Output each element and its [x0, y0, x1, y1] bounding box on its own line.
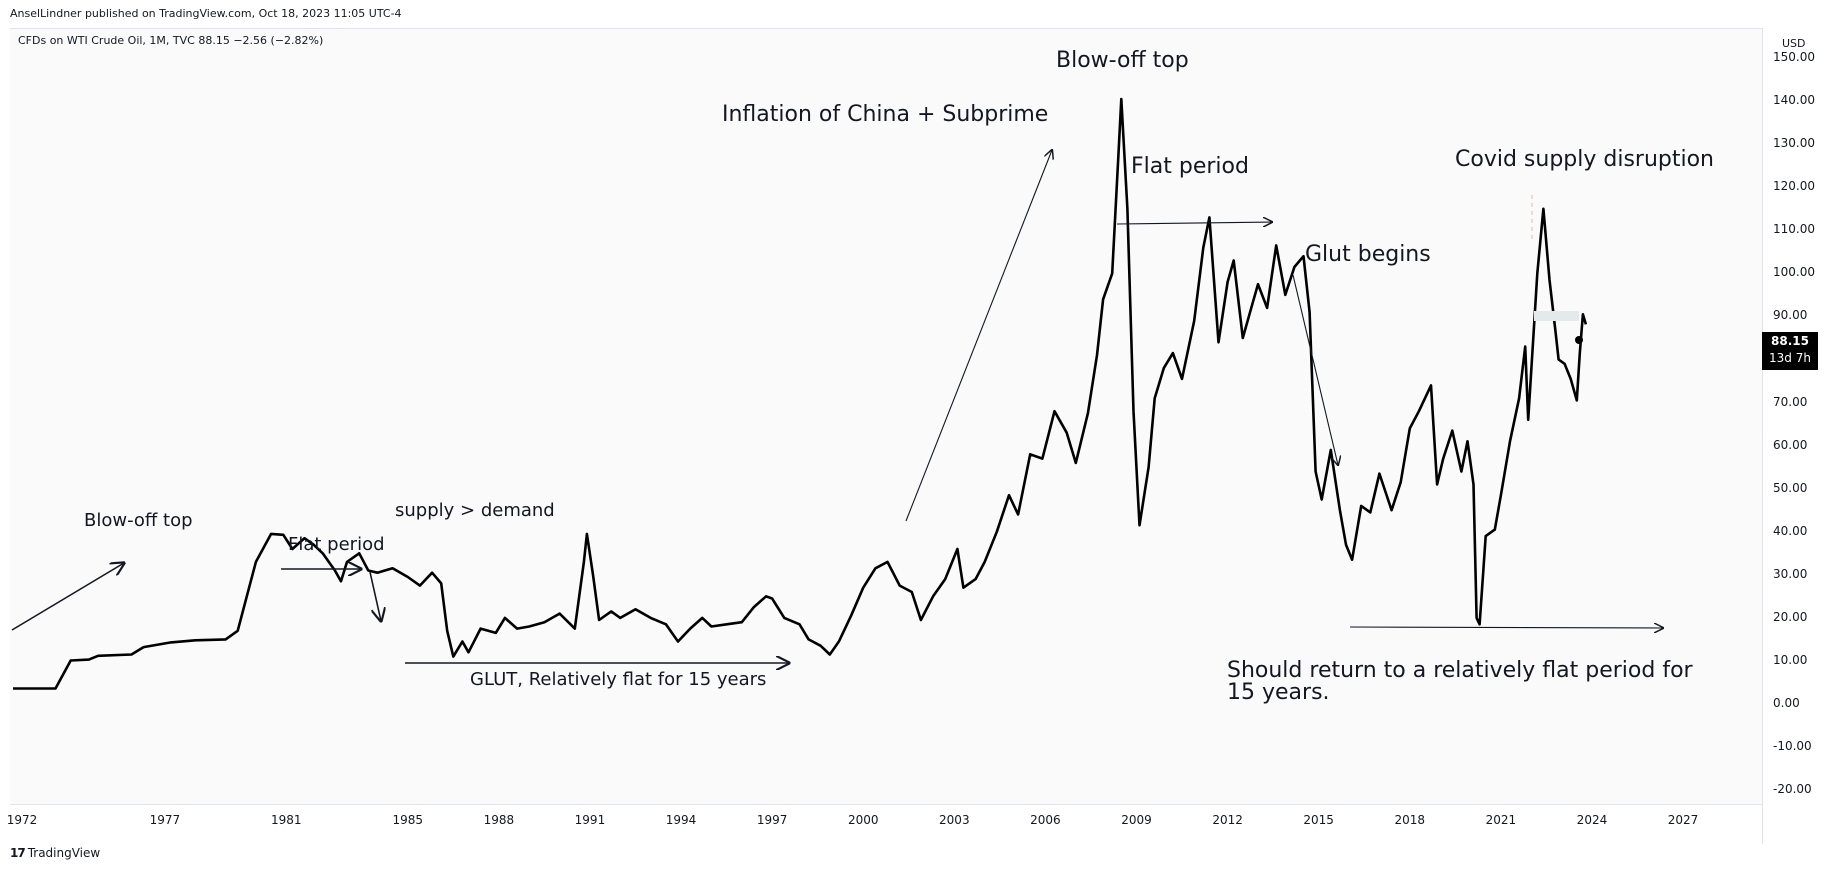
- annotation-supply-demand[interactable]: supply > demand: [395, 500, 555, 521]
- price-tick-label: 90.00: [1773, 308, 1808, 323]
- time-tick-label: 1994: [665, 813, 697, 827]
- time-tick-label: 1981: [271, 813, 302, 827]
- chart-pane[interactable]: [10, 28, 1762, 805]
- tradingview-brand: TradingView: [27, 846, 101, 860]
- time-tick-label: 1977: [149, 813, 181, 827]
- time-tick-label: 1972: [6, 813, 38, 827]
- glut-begins-arrow[interactable]: [1292, 274, 1338, 465]
- time-tick-label: 1985: [392, 813, 424, 827]
- price-tick-label: 20.00: [1773, 609, 1808, 624]
- time-tick-label: 2012: [1212, 813, 1243, 827]
- annotation-covid[interactable]: Covid supply disruption: [1455, 147, 1715, 172]
- future-flat-arrow[interactable]: [1349, 627, 1663, 628]
- time-tick-label: 2024: [1576, 813, 1608, 827]
- price-tick-label: 70.00: [1773, 394, 1808, 409]
- price-tick-label: 30.00: [1773, 566, 1808, 581]
- time-tick-label: 1997: [756, 813, 788, 827]
- price-tick-label: 0.00: [1773, 695, 1800, 710]
- time-tick-label: 1991: [574, 813, 606, 827]
- price-tick-label: 120.00: [1773, 179, 1815, 194]
- bar-countdown: 13d 7h: [1769, 351, 1811, 365]
- time-tick-label: 2018: [1394, 813, 1426, 827]
- price-tick-label: -10.00: [1773, 739, 1812, 754]
- time-tick-label: 2021: [1485, 813, 1517, 827]
- price-tick-label: 150.00: [1773, 50, 1815, 65]
- price-tick-label: 10.00: [1773, 652, 1808, 667]
- wti-price-line[interactable]: [13, 97, 1588, 690]
- annotation-china-subprime[interactable]: Inflation of China + Subprime: [722, 102, 1049, 127]
- price-tick-label: 140.00: [1773, 93, 1815, 108]
- annotation-blowoff-top-1980[interactable]: Blow-off top: [84, 510, 193, 531]
- time-tick-label: 2000: [847, 813, 879, 827]
- annotation-glut-begins[interactable]: Glut begins: [1305, 242, 1431, 267]
- time-tick-label: 2003: [939, 813, 970, 827]
- price-tick-label: -20.00: [1773, 782, 1812, 797]
- drop-arrow-1986[interactable]: [369, 571, 381, 621]
- annotation-flat-period-2010s[interactable]: Flat period: [1131, 154, 1249, 179]
- last-price-label: 88.15 13d 7h: [1762, 332, 1818, 370]
- currency-button[interactable]: USD: [1782, 37, 1806, 50]
- time-tick-label: 2015: [1303, 813, 1334, 827]
- annotation-should-return[interactable]: Should return to a relatively flat perio…: [1227, 658, 1693, 705]
- price-tick-label: 60.00: [1773, 437, 1808, 452]
- china-subprime-arrow[interactable]: [905, 150, 1052, 522]
- annotation-blowoff-top-2008[interactable]: Blow-off top: [1056, 48, 1189, 73]
- trend-arrow-1970s[interactable]: [11, 563, 124, 631]
- last-price-dot: [1575, 336, 1583, 344]
- time-tick-label: 2006: [1030, 813, 1061, 827]
- price-tick-label: 130.00: [1773, 136, 1815, 151]
- price-axis-divider: [1762, 28, 1763, 844]
- time-tick-label: 2027: [1667, 813, 1699, 827]
- symbol-legend: CFDs on WTI Crude Oil, 1M, TVC 88.15 −2.…: [18, 34, 324, 47]
- publisher-line: AnselLindner published on TradingView.co…: [10, 7, 402, 20]
- time-tick-label: 2009: [1121, 813, 1152, 827]
- price-tick-label: 50.00: [1773, 480, 1808, 495]
- price-tick-label: 110.00: [1773, 222, 1815, 237]
- tradingview-logo[interactable]: 17 TradingView: [10, 846, 100, 860]
- annotation-glut[interactable]: GLUT, Relatively flat for 15 years: [470, 669, 767, 690]
- price-tick-label: 40.00: [1773, 523, 1808, 538]
- last-price-value: 88.15: [1771, 334, 1809, 348]
- time-tick-label: 1988: [483, 813, 515, 827]
- tradingview-logo-mark: 17: [10, 846, 26, 860]
- price-tick-label: 100.00: [1773, 265, 1815, 280]
- forecast-box: [1534, 311, 1579, 321]
- flat-arrow-2010s[interactable]: [1116, 222, 1272, 224]
- annotation-flat-period-1980s[interactable]: Flat period: [288, 534, 385, 555]
